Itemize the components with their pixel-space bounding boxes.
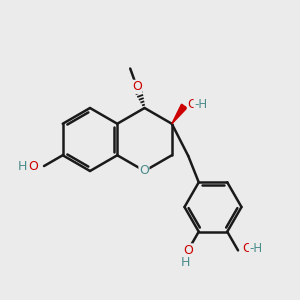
Text: O: O: [132, 80, 142, 93]
Text: H: H: [18, 160, 27, 172]
Text: O: O: [188, 98, 197, 111]
Text: -H: -H: [250, 242, 262, 255]
Text: O: O: [139, 164, 149, 178]
Text: O: O: [28, 160, 38, 172]
Text: O: O: [242, 242, 252, 255]
Polygon shape: [172, 104, 187, 124]
Text: O: O: [183, 244, 193, 257]
Text: -H: -H: [194, 98, 207, 111]
Text: H: H: [181, 256, 190, 269]
